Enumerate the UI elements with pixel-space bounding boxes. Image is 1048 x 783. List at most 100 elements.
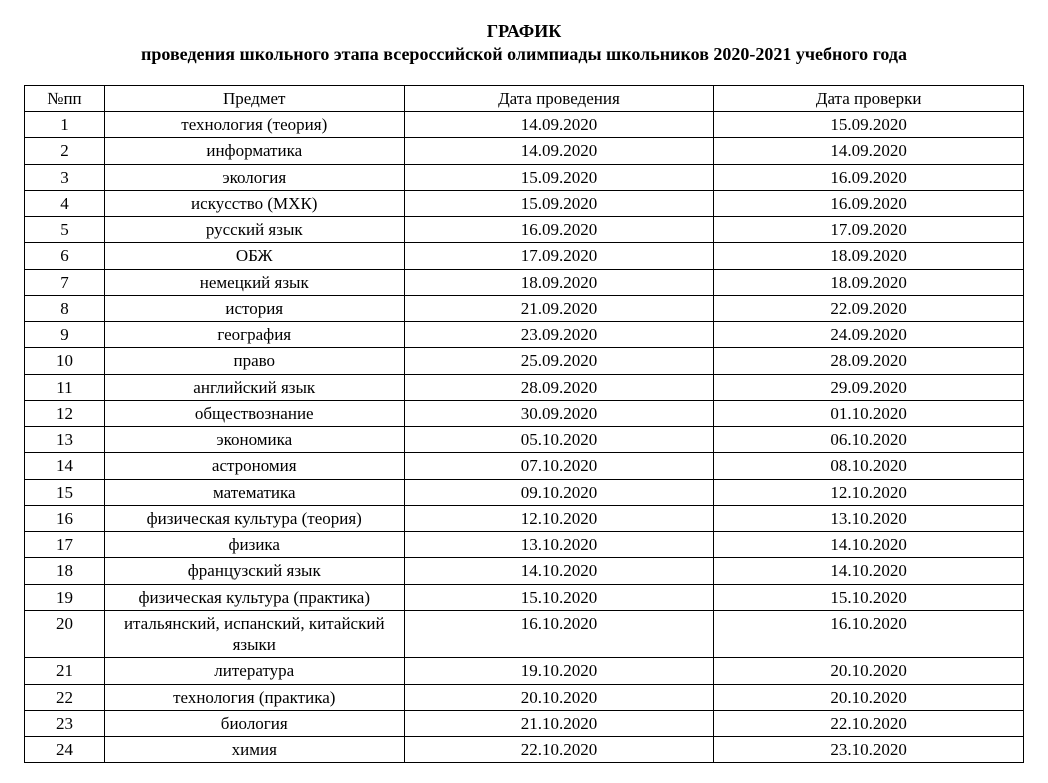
cell-date-held: 19.10.2020 <box>404 658 714 684</box>
table-row: 23биология21.10.202022.10.2020 <box>25 710 1024 736</box>
cell-date-check: 14.09.2020 <box>714 138 1024 164</box>
cell-number: 9 <box>25 322 105 348</box>
table-row: 12обществознание30.09.202001.10.2020 <box>25 400 1024 426</box>
cell-date-check: 23.10.2020 <box>714 737 1024 763</box>
cell-date-held: 09.10.2020 <box>404 479 714 505</box>
cell-date-check: 20.10.2020 <box>714 658 1024 684</box>
cell-date-check: 16.09.2020 <box>714 190 1024 216</box>
cell-subject: технология (теория) <box>104 112 404 138</box>
cell-date-check: 14.10.2020 <box>714 532 1024 558</box>
table-row: 2информатика14.09.202014.09.2020 <box>25 138 1024 164</box>
table-row: 6ОБЖ17.09.202018.09.2020 <box>25 243 1024 269</box>
cell-number: 18 <box>25 558 105 584</box>
cell-date-held: 21.10.2020 <box>404 710 714 736</box>
cell-subject: экология <box>104 164 404 190</box>
cell-date-check: 24.09.2020 <box>714 322 1024 348</box>
table-row: 24химия22.10.202023.10.2020 <box>25 737 1024 763</box>
cell-subject: физическая культура (теория) <box>104 505 404 531</box>
table-row: 22технология (практика)20.10.202020.10.2… <box>25 684 1024 710</box>
cell-date-held: 14.09.2020 <box>404 112 714 138</box>
cell-date-held: 30.09.2020 <box>404 400 714 426</box>
cell-number: 12 <box>25 400 105 426</box>
title-line-1: ГРАФИК <box>24 20 1024 43</box>
cell-date-held: 23.09.2020 <box>404 322 714 348</box>
cell-date-check: 20.10.2020 <box>714 684 1024 710</box>
cell-date-check: 13.10.2020 <box>714 505 1024 531</box>
cell-date-check: 18.09.2020 <box>714 269 1024 295</box>
table-row: 3экология15.09.202016.09.2020 <box>25 164 1024 190</box>
table-row: 14астрономия07.10.202008.10.2020 <box>25 453 1024 479</box>
cell-subject: обществознание <box>104 400 404 426</box>
table-header-row: №пп Предмет Дата проведения Дата проверк… <box>25 85 1024 111</box>
cell-subject: история <box>104 295 404 321</box>
cell-date-check: 17.09.2020 <box>714 217 1024 243</box>
cell-subject: искусство (МХК) <box>104 190 404 216</box>
cell-number: 1 <box>25 112 105 138</box>
cell-date-held: 14.09.2020 <box>404 138 714 164</box>
cell-number: 22 <box>25 684 105 710</box>
cell-number: 19 <box>25 584 105 610</box>
cell-date-check: 28.09.2020 <box>714 348 1024 374</box>
cell-number: 4 <box>25 190 105 216</box>
cell-date-check: 08.10.2020 <box>714 453 1024 479</box>
col-header-number: №пп <box>25 85 105 111</box>
cell-subject: физическая культура (практика) <box>104 584 404 610</box>
cell-date-check: 01.10.2020 <box>714 400 1024 426</box>
cell-date-check: 15.10.2020 <box>714 584 1024 610</box>
table-row: 19физическая культура (практика) 15.10.20… <box>25 584 1024 610</box>
document-title: ГРАФИК проведения школьного этапа всерос… <box>24 20 1024 67</box>
cell-date-check: 15.09.2020 <box>714 112 1024 138</box>
table-row: 15математика09.10.202012.10.2020 <box>25 479 1024 505</box>
table-row: 5русский язык16.09.202017.09.2020 <box>25 217 1024 243</box>
cell-subject: физика <box>104 532 404 558</box>
table-row: 16физическая культура (теория)12.10.2020… <box>25 505 1024 531</box>
cell-number: 11 <box>25 374 105 400</box>
cell-date-held: 20.10.2020 <box>404 684 714 710</box>
cell-subject: биология <box>104 710 404 736</box>
cell-date-held: 15.09.2020 <box>404 164 714 190</box>
table-row: 10право25.09.202028.09.2020 <box>25 348 1024 374</box>
cell-date-held: 25.09.2020 <box>404 348 714 374</box>
cell-date-held: 05.10.2020 <box>404 427 714 453</box>
cell-date-check: 14.10.2020 <box>714 558 1024 584</box>
table-row: 21литература19.10.202020.10.2020 <box>25 658 1024 684</box>
cell-subject: ОБЖ <box>104 243 404 269</box>
cell-subject: математика <box>104 479 404 505</box>
cell-date-held: 13.10.2020 <box>404 532 714 558</box>
cell-number: 17 <box>25 532 105 558</box>
cell-subject: информатика <box>104 138 404 164</box>
cell-date-check: 22.10.2020 <box>714 710 1024 736</box>
cell-number: 13 <box>25 427 105 453</box>
cell-number: 21 <box>25 658 105 684</box>
cell-subject: астрономия <box>104 453 404 479</box>
cell-date-held: 07.10.2020 <box>404 453 714 479</box>
table-row: 20итальянский, испанский, китайский язык… <box>25 610 1024 658</box>
cell-date-held: 22.10.2020 <box>404 737 714 763</box>
cell-date-check: 18.09.2020 <box>714 243 1024 269</box>
cell-subject: английский язык <box>104 374 404 400</box>
cell-date-check: 22.09.2020 <box>714 295 1024 321</box>
table-row: 11английский язык28.09.202029.09.2020 <box>25 374 1024 400</box>
cell-date-check: 29.09.2020 <box>714 374 1024 400</box>
schedule-table: №пп Предмет Дата проведения Дата проверк… <box>24 85 1024 764</box>
cell-number: 15 <box>25 479 105 505</box>
table-row: 7немецкий язык18.09.202018.09.2020 <box>25 269 1024 295</box>
cell-date-check: 16.10.2020 <box>714 610 1024 658</box>
cell-number: 6 <box>25 243 105 269</box>
cell-number: 10 <box>25 348 105 374</box>
cell-subject: технология (практика) <box>104 684 404 710</box>
col-header-date-held: Дата проведения <box>404 85 714 111</box>
cell-subject: немецкий язык <box>104 269 404 295</box>
cell-date-held: 17.09.2020 <box>404 243 714 269</box>
table-row: 18французский язык14.10.202014.10.2020 <box>25 558 1024 584</box>
cell-subject: французский язык <box>104 558 404 584</box>
cell-subject: экономика <box>104 427 404 453</box>
cell-date-held: 12.10.2020 <box>404 505 714 531</box>
title-line-2: проведения школьного этапа всероссийской… <box>24 43 1024 66</box>
table-row: 1технология (теория)14.09.202015.09.2020 <box>25 112 1024 138</box>
cell-number: 24 <box>25 737 105 763</box>
cell-number: 8 <box>25 295 105 321</box>
cell-number: 23 <box>25 710 105 736</box>
cell-subject: право <box>104 348 404 374</box>
cell-date-check: 12.10.2020 <box>714 479 1024 505</box>
